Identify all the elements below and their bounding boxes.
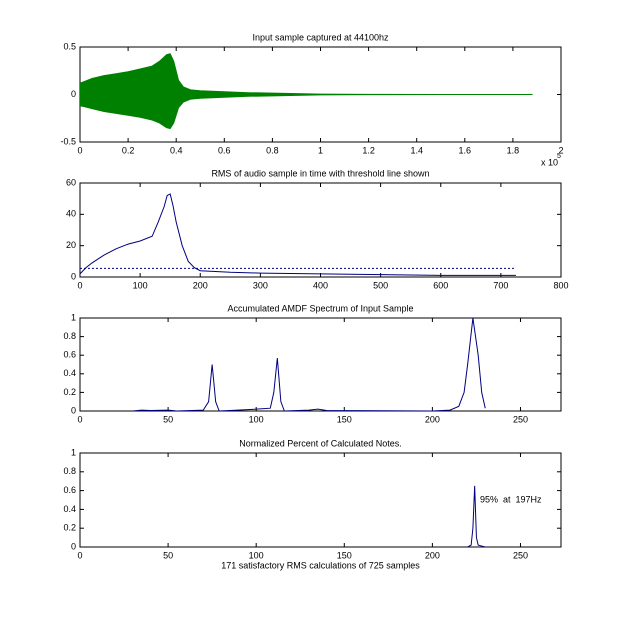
y-tick-label: 0.8 <box>63 331 76 341</box>
y-tick-label: 0.8 <box>63 466 76 476</box>
y-tick-label: 0.2 <box>63 387 76 397</box>
x-tick-label: 1.4 <box>410 145 423 155</box>
x-tick-label: 0.6 <box>218 145 231 155</box>
axes-frame <box>79 452 562 548</box>
x-tick-label: 800 <box>553 280 568 290</box>
x-tick-label: 0 <box>77 145 82 155</box>
x-tick-label: 300 <box>253 280 268 290</box>
y-tick-label: 0.4 <box>63 368 76 378</box>
x-tick-label: 2 <box>558 145 563 155</box>
y-tick-label: 0 <box>71 89 76 99</box>
y-tick-label: 1 <box>71 447 76 457</box>
y-tick-label: 0 <box>71 541 76 551</box>
x-tick-label: 400 <box>313 280 328 290</box>
x-tick-label: 1.2 <box>362 145 375 155</box>
x-tick-label: 150 <box>337 414 352 424</box>
x-tick-label: 0 <box>77 414 82 424</box>
y-tick-label: 0.2 <box>63 523 76 533</box>
axes-frame <box>79 317 562 412</box>
x-tick-label: 0.4 <box>170 145 183 155</box>
y-tick-label: 1 <box>71 312 76 322</box>
chart-title: Input sample captured at 44100hz <box>252 32 389 42</box>
x-tick-label: 100 <box>249 550 264 560</box>
x-tick-label: 600 <box>433 280 448 290</box>
x-tick-label: 200 <box>425 550 440 560</box>
chart-title: Normalized Percent of Calculated Notes. <box>239 438 402 448</box>
x-tick-label: 250 <box>513 414 528 424</box>
y-tick-label: 0.6 <box>63 350 76 360</box>
x-scale-exponent: 5 <box>557 153 561 160</box>
x-scale-label: x 10 <box>541 157 558 167</box>
waveform-area <box>80 94 533 130</box>
y-tick-label: 60 <box>66 177 76 187</box>
x-tick-label: 200 <box>193 280 208 290</box>
x-tick-label: 0 <box>77 550 82 560</box>
x-tick-label: 0.8 <box>266 145 279 155</box>
y-tick-label: 0.6 <box>63 485 76 495</box>
x-tick-label: 1 <box>318 145 323 155</box>
y-tick-label: 0.4 <box>63 504 76 514</box>
x-tick-label: 500 <box>373 280 388 290</box>
x-tick-label: 100 <box>249 414 264 424</box>
annotation: 95% at 197Hz <box>480 494 542 504</box>
y-tick-label: 20 <box>66 240 76 250</box>
x-tick-label: 250 <box>513 550 528 560</box>
chart-title: RMS of audio sample in time with thresho… <box>211 168 429 178</box>
x-tick-label: 1.6 <box>459 145 472 155</box>
x-tick-label: 0.2 <box>122 145 135 155</box>
y-tick-label: 0.5 <box>63 41 76 51</box>
chart-title: Accumulated AMDF Spectrum of Input Sampl… <box>227 303 413 313</box>
x-tick-label: 50 <box>163 550 173 560</box>
x-tick-label: 100 <box>133 280 148 290</box>
x-tick-label: 1.8 <box>507 145 520 155</box>
x-tick-label: 150 <box>337 550 352 560</box>
y-tick-label: -0.5 <box>60 136 76 146</box>
data-line <box>132 318 486 411</box>
x-tick-label: 700 <box>493 280 508 290</box>
x-axis-label: 171 satisfactory RMS calculations of 725… <box>221 560 420 570</box>
y-tick-label: 0 <box>71 405 76 415</box>
y-tick-label: 0 <box>71 271 76 281</box>
x-tick-label: 0 <box>77 280 82 290</box>
data-line <box>80 193 516 276</box>
x-tick-label: 50 <box>163 414 173 424</box>
x-tick-label: 200 <box>425 414 440 424</box>
data-line <box>467 485 486 547</box>
y-tick-label: 40 <box>66 209 76 219</box>
